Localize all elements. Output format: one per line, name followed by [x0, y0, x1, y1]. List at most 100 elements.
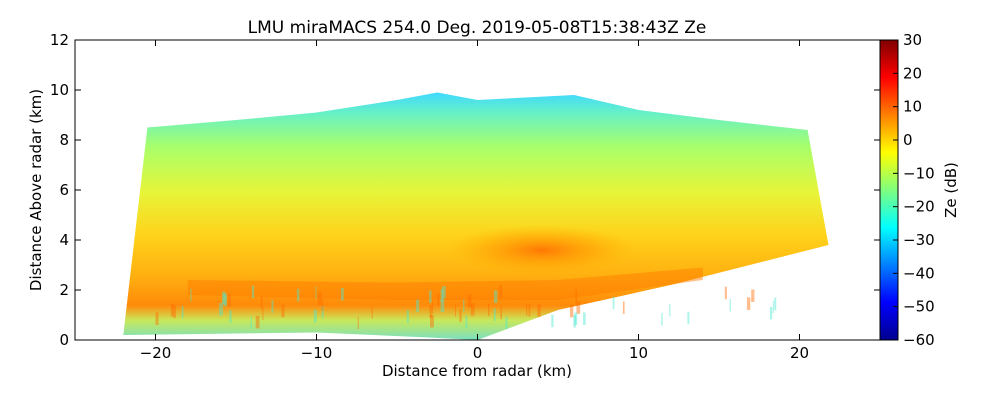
echo-texture-streak — [661, 313, 663, 326]
echo-texture-streak — [537, 304, 541, 317]
echo-texture-streak — [416, 299, 420, 313]
y-tick-label: 10 — [50, 81, 69, 99]
echo-texture-streak — [315, 286, 317, 299]
x-tick-label: −10 — [301, 344, 333, 362]
echo-texture-streak — [499, 285, 503, 298]
echo-texture-streak — [751, 289, 755, 302]
echo-texture-streak — [190, 288, 192, 302]
echo-texture-streak — [505, 316, 508, 330]
colorbar-tick-label: 10 — [903, 98, 922, 116]
echo-texture-streak — [583, 312, 586, 325]
echo-texture-streak — [321, 298, 324, 311]
echo-texture-streak — [669, 304, 671, 317]
echo-texture-streak — [170, 304, 174, 317]
echo-texture-streak — [622, 301, 625, 314]
echo-texture-streak — [227, 294, 231, 307]
echo-texture-streak — [774, 297, 777, 311]
echo-texture-streak — [262, 307, 264, 321]
colorbar-tick-label: 20 — [903, 64, 922, 82]
echo-texture-streak — [219, 303, 223, 316]
colorbar-tick-label: −20 — [903, 198, 935, 216]
echo-texture-streak — [255, 315, 260, 329]
echo-texture-streak — [430, 315, 434, 328]
colorbar-ticks: −60 −50 −40 −30 −20 −10 0 10 20 30 — [893, 31, 935, 349]
echo-texture-streak — [463, 299, 465, 312]
echo-texture-streak — [528, 304, 531, 317]
echo-texture-streak — [574, 312, 578, 325]
echo-texture-streak — [432, 301, 434, 314]
colorbar-gradient — [879, 39, 899, 341]
echo-texture-streak — [455, 304, 456, 317]
chart-title: LMU miraMACS 254.0 Deg. 2019-05-08T15:38… — [248, 18, 707, 38]
colorbar-tick-label: −40 — [903, 264, 935, 282]
y-tick-label: 4 — [59, 231, 69, 249]
echo-texture-streak — [772, 300, 774, 314]
echo-texture-streak — [442, 286, 446, 299]
echo-texture-streak — [493, 290, 498, 303]
echo-texture-streak — [429, 305, 433, 318]
echo-texture-streak — [769, 306, 773, 320]
colorbar-tick-label: −10 — [903, 164, 935, 182]
echo-texture-streak — [573, 315, 576, 328]
echo-texture-streak — [296, 288, 300, 302]
echo-texture-streak — [729, 299, 731, 312]
echo-texture-streak — [429, 290, 432, 303]
x-tick-label: 20 — [790, 344, 809, 362]
echo-texture-streak — [612, 296, 615, 310]
echo-texture-streak — [260, 296, 263, 309]
y-tick-label: 12 — [50, 31, 69, 49]
echo-texture-streak — [500, 306, 502, 320]
echo-texture-streak — [724, 286, 727, 300]
echo-texture-streak — [222, 291, 226, 305]
echo-texture-streak — [488, 303, 490, 317]
x-tick-label: 0 — [473, 344, 483, 362]
echo-texture-streak — [440, 299, 445, 312]
echo-texture-streak — [281, 304, 285, 318]
echo-texture-streak — [173, 305, 176, 318]
echo-texture-streak — [551, 314, 554, 328]
echo-texture-streak — [459, 309, 462, 322]
y-tick-label: 6 — [59, 181, 69, 199]
echo-texture-streak — [493, 308, 496, 321]
echo-texture-streak — [465, 315, 468, 329]
colorbar-tick-label: 30 — [903, 31, 922, 49]
x-axis: −20 −10 0 10 20 — [140, 40, 809, 362]
y-tick-label: 8 — [59, 131, 69, 149]
echo-texture-streak — [181, 305, 184, 319]
echo-texture-streak — [570, 304, 574, 318]
echo-texture-streak — [746, 297, 751, 310]
echo-texture-streak — [223, 293, 227, 307]
y-axis: 0 2 4 6 8 10 12 — [50, 31, 880, 349]
y-axis-label: Distance Above radar (km) — [27, 89, 45, 291]
echo-texture-streak — [341, 288, 344, 301]
colorbar-tick-label: −50 — [903, 298, 935, 316]
plot-area — [75, 40, 880, 340]
colorbar: −60 −50 −40 −30 −20 −10 0 10 20 30 Ze (dB) — [879, 31, 960, 349]
echo-texture-streak — [440, 289, 444, 302]
echo-texture-streak — [576, 301, 581, 314]
echo-texture-streak — [526, 303, 528, 316]
x-tick-label: −20 — [140, 344, 172, 362]
colorbar-tick-label: −30 — [903, 231, 935, 249]
y-tick-label: 2 — [59, 281, 69, 299]
echo-texture-streak — [437, 293, 440, 306]
echo-texture-streak — [687, 311, 690, 325]
y-tick-label: 0 — [59, 331, 69, 349]
reflectivity-core — [445, 225, 639, 275]
echo-texture-streak — [406, 310, 409, 323]
x-axis-label: Distance from radar (km) — [382, 362, 572, 380]
echo-texture — [155, 285, 777, 330]
echo-texture-streak — [317, 292, 322, 306]
echo-texture-streak — [251, 285, 255, 298]
echo-texture-streak — [229, 310, 232, 323]
colorbar-tick-label: 0 — [903, 131, 913, 149]
echo-texture-streak — [250, 316, 252, 329]
echo-texture-streak — [271, 300, 274, 313]
echo-texture-streak — [371, 306, 373, 319]
echo-texture-streak — [470, 303, 475, 316]
echo-texture-streak — [155, 312, 159, 325]
colorbar-label: Ze (dB) — [942, 162, 960, 218]
echo-texture-streak — [575, 289, 577, 302]
echo-texture-streak — [321, 306, 324, 319]
melting-layer-band — [187, 267, 703, 300]
